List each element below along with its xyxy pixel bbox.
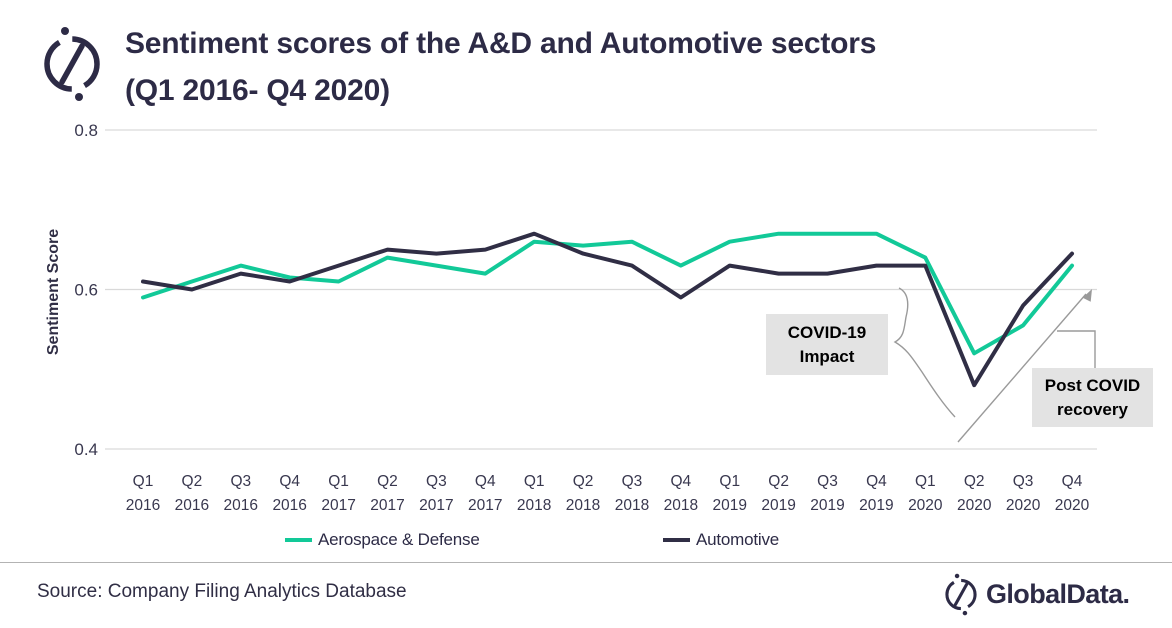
x-tick-label-year: 2016 — [126, 497, 160, 514]
covid-impact-annotation: COVID-19 Impact — [766, 314, 888, 375]
globaldata-wordmark: GlobalData. — [986, 579, 1130, 609]
x-tick-label-year: 2018 — [517, 497, 551, 514]
x-tick-label-quarter: Q3 — [817, 473, 838, 490]
legend-item-automotive: Automotive — [663, 530, 779, 550]
x-tick-label-year: 2018 — [615, 497, 649, 514]
legend-label-automotive: Automotive — [696, 530, 780, 549]
series-line-aerospace-defense — [141, 231, 1074, 356]
x-tick-label-year: 2019 — [712, 497, 746, 514]
covid-impact-brace — [893, 287, 956, 418]
recovery-arrow-line — [957, 293, 1087, 443]
x-tick-label-quarter: Q4 — [279, 473, 300, 490]
x-tick-label-year: 2016 — [175, 497, 209, 514]
x-tick-label-year: 2017 — [370, 497, 404, 514]
x-tick-label-year: 2017 — [321, 497, 355, 514]
x-tick-label-quarter: Q3 — [622, 473, 643, 490]
recovery-box-connector — [1057, 330, 1096, 368]
x-tick-label-quarter: Q2 — [964, 473, 985, 490]
x-tick-label-year: 2017 — [419, 497, 453, 514]
x-tick-label-quarter: Q1 — [524, 473, 545, 490]
x-tick-label-year: 2020 — [1006, 497, 1041, 514]
globaldata-logo-icon — [945, 573, 977, 616]
legend-label-aerospace-defense: Aerospace & Defense — [318, 530, 480, 549]
y-tick-label: 0.6 — [74, 281, 98, 300]
x-tick-label-quarter: Q1 — [719, 473, 740, 490]
x-tick-label-quarter: Q3 — [426, 473, 447, 490]
x-tick-label-quarter: Q2 — [573, 473, 594, 490]
x-tick-label-year: 2020 — [1055, 497, 1090, 514]
chart-title-line1: Sentiment scores of the A&D and Automoti… — [125, 27, 877, 60]
series-line-automotive — [141, 231, 1074, 388]
footer-divider — [0, 562, 1172, 563]
y-axis-title: Sentiment Score — [45, 229, 62, 355]
x-tick-label-quarter: Q1 — [328, 473, 349, 490]
globaldata-brand: GlobalData. — [943, 572, 1130, 617]
chart-title: Sentiment scores of the A&D and Automoti… — [125, 20, 876, 114]
x-tick-label-year: 2018 — [664, 497, 698, 514]
x-tick-label-year: 2016 — [224, 497, 258, 514]
globaldata-logo-icon — [44, 27, 100, 101]
x-tick-label-year: 2020 — [957, 497, 992, 514]
y-tick-label: 0.4 — [74, 440, 98, 459]
x-tick-label-year: 2019 — [859, 497, 893, 514]
legend-item-aerospace-defense: Aerospace & Defense — [285, 530, 480, 550]
x-tick-label-quarter: Q2 — [768, 473, 789, 490]
x-tick-label-quarter: Q4 — [866, 473, 887, 490]
aerospace-defense-line-swatch — [285, 538, 312, 542]
x-tick-label-quarter: Q1 — [915, 473, 936, 490]
automotive-line-swatch — [663, 538, 690, 542]
x-tick-label-quarter: Q2 — [182, 473, 203, 490]
chart-title-line2: (Q1 2016- Q4 2020) — [125, 74, 390, 107]
y-tick-label: 0.8 — [74, 121, 98, 140]
x-tick-label-quarter: Q3 — [1013, 473, 1034, 490]
recovery-arrow-head — [1082, 289, 1092, 302]
x-tick-label-year: 2019 — [810, 497, 844, 514]
x-tick-label-year: 2019 — [761, 497, 795, 514]
x-tick-label-quarter: Q4 — [1062, 473, 1083, 490]
x-tick-label-quarter: Q4 — [670, 473, 691, 490]
x-tick-label-quarter: Q4 — [475, 473, 496, 490]
covid-impact-line2: Impact — [799, 346, 855, 366]
post-covid-recovery-line2: recovery — [1057, 399, 1128, 419]
covid-impact-line1: COVID-19 — [787, 322, 867, 342]
post-covid-recovery-annotation: Post COVID recovery — [1032, 368, 1153, 427]
x-tick-label-quarter: Q1 — [133, 473, 154, 490]
x-tick-label-quarter: Q3 — [230, 473, 251, 490]
x-tick-label-year: 2016 — [272, 497, 306, 514]
x-tick-label-year: 2017 — [468, 497, 502, 514]
x-tick-label-year: 2018 — [566, 497, 600, 514]
x-tick-label-quarter: Q2 — [377, 473, 398, 490]
x-tick-label-year: 2020 — [908, 497, 943, 514]
post-covid-recovery-line1: Post COVID — [1044, 375, 1141, 395]
source-text: Source: Company Filing Analytics Databas… — [37, 581, 407, 602]
